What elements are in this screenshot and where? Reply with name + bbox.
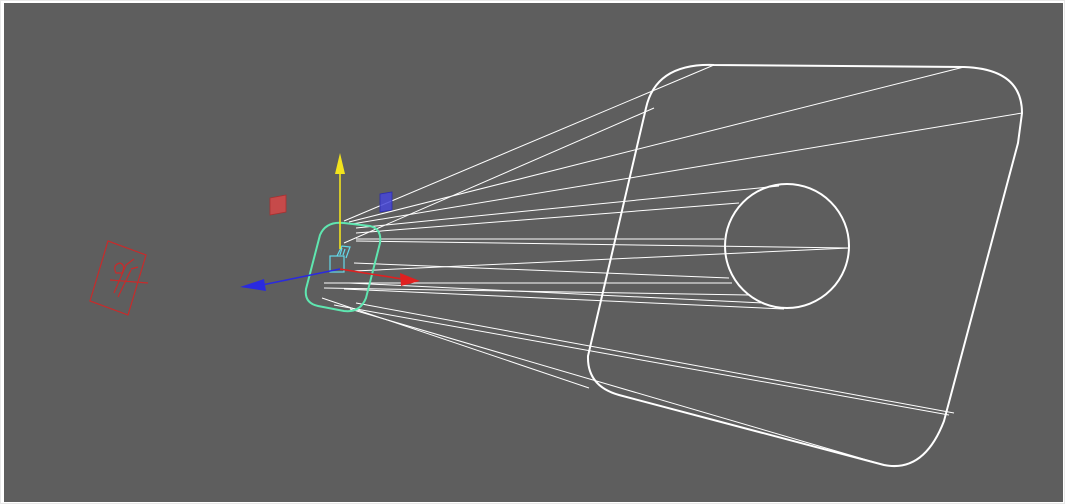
- far-clip-plane: [586, 63, 1024, 467]
- camera-frustum-wireframe[interactable]: [321, 63, 1024, 467]
- camera-icon: [329, 245, 351, 273]
- x-axis-arrowhead[interactable]: [400, 273, 420, 286]
- viewport-background: [4, 3, 1063, 502]
- move-manipulator-icon[interactable]: [240, 153, 420, 291]
- plane-handle-blue[interactable]: [379, 191, 393, 213]
- plane-handle-red[interactable]: [269, 194, 287, 216]
- z-axis-handle[interactable]: [261, 268, 341, 286]
- z-axis-arrowhead[interactable]: [240, 279, 266, 291]
- frustum-rays: [321, 64, 1023, 466]
- camera-body-selected[interactable]: [304, 221, 382, 313]
- 3d-viewport[interactable]: [4, 3, 1063, 502]
- locator-icon[interactable]: [89, 240, 149, 316]
- x-axis-handle[interactable]: [339, 268, 403, 280]
- y-axis-arrowhead[interactable]: [335, 153, 345, 174]
